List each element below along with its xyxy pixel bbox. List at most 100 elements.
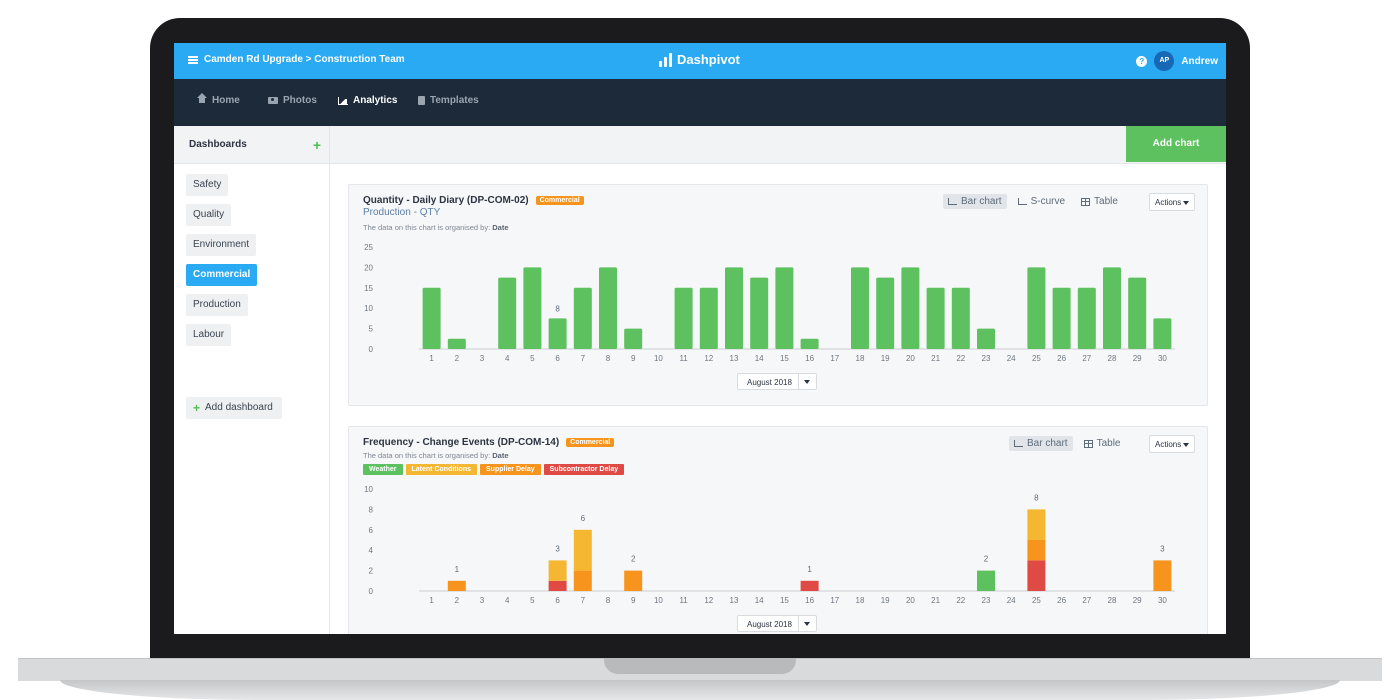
bar-segment <box>624 570 643 591</box>
table-view-button[interactable]: Table <box>1079 436 1126 451</box>
add-chart-button[interactable]: Add chart <box>1126 126 1226 162</box>
legend-weather[interactable]: Weather <box>363 464 403 475</box>
x-tick-label: 16 <box>805 354 814 363</box>
home-icon <box>197 92 207 105</box>
data-label: 3 <box>1160 544 1165 553</box>
sidebar-item-commercial[interactable]: Commercial <box>186 264 258 286</box>
chart-legend: Weather Latent Conditions Supplier Delay… <box>363 464 625 475</box>
legend-supplier-delay[interactable]: Supplier Delay <box>480 464 541 475</box>
category-badge: Commercial <box>566 438 615 447</box>
x-tick-label: 22 <box>956 354 965 363</box>
x-tick-label: 18 <box>856 354 865 363</box>
plus-icon: + <box>193 401 201 415</box>
nav-photos-label: Photos <box>283 95 317 106</box>
table-view-label: Table <box>1094 196 1118 207</box>
bar <box>800 338 819 349</box>
s-curve-view-label: S-curve <box>1030 196 1066 207</box>
avatar[interactable]: AP <box>1154 51 1175 71</box>
table-view-button[interactable]: Table <box>1076 194 1123 209</box>
x-tick-label: 29 <box>1133 596 1142 605</box>
chart-note: The data on this chart is organised by: … <box>363 223 509 232</box>
bar-chart-view-button[interactable]: Bar chart <box>1009 436 1073 451</box>
bar <box>876 277 895 349</box>
sidebar-item-quality[interactable]: Quality <box>186 204 232 226</box>
data-label: 8 <box>555 304 560 313</box>
dashpivot-logo-icon <box>659 52 672 67</box>
category-badge: Commercial <box>535 196 584 205</box>
add-dashboard-button[interactable]: + Add dashboard <box>186 397 282 419</box>
x-tick-label: 13 <box>730 354 739 363</box>
x-tick-label: 8 <box>606 354 611 363</box>
brand-name: Dashpivot <box>677 52 740 67</box>
x-tick-label: 29 <box>1133 354 1142 363</box>
month-selector-value: August 2018 <box>747 620 792 629</box>
x-tick-label: 8 <box>606 596 611 605</box>
x-tick-label: 12 <box>704 354 713 363</box>
x-tick-label: 21 <box>931 354 940 363</box>
nav-templates[interactable]: Templates <box>418 95 479 106</box>
user-menu[interactable]: ? AP Andrew <box>1136 51 1218 71</box>
bar <box>523 267 542 349</box>
x-tick-label: 22 <box>956 596 965 605</box>
dashboards-sidebar: Dashboards + Safety Quality Environment … <box>174 126 330 634</box>
month-selector[interactable]: August 2018 <box>737 615 817 632</box>
laptop-notch <box>604 658 796 674</box>
x-tick-label: 20 <box>906 354 915 363</box>
menu-icon[interactable] <box>188 55 198 64</box>
x-tick-label: 10 <box>654 596 663 605</box>
sidebar-title: Dashboards <box>189 139 247 150</box>
sidebar-item-labour[interactable]: Labour <box>186 324 232 346</box>
actions-dropdown[interactable]: Actions <box>1149 435 1195 453</box>
legend-subcontractor-delay[interactable]: Subcontractor Delay <box>543 464 625 475</box>
y-tick-label: 0 <box>369 345 374 354</box>
y-tick-label: 15 <box>364 284 373 293</box>
month-selector[interactable]: August 2018 <box>737 373 817 390</box>
table-icon <box>1083 439 1093 448</box>
bar-chart-view-button[interactable]: Bar chart <box>943 194 1007 209</box>
legend-latent-conditions[interactable]: Latent Conditions <box>405 464 477 475</box>
x-tick-label: 7 <box>581 354 586 363</box>
x-tick-label: 25 <box>1032 596 1041 605</box>
main-nav: Home Photos Analytics Templates <box>174 79 1226 126</box>
bar <box>1052 287 1071 349</box>
x-tick-label: 2 <box>455 596 460 605</box>
view-toggle: Bar chart S-curve Table <box>943 194 1123 209</box>
chevron-down-icon[interactable] <box>798 374 816 389</box>
user-name[interactable]: Andrew <box>1181 55 1218 67</box>
table-icon <box>1081 197 1091 206</box>
sidebar-item-environment[interactable]: Environment <box>186 234 257 256</box>
bar-chart-view-label: Bar chart <box>961 196 1002 207</box>
bar-segment <box>1027 509 1046 540</box>
x-tick-label: 28 <box>1108 596 1117 605</box>
bar <box>725 267 743 349</box>
chevron-down-icon[interactable] <box>798 616 816 631</box>
chart-title: Quantity - Daily Diary (DP-COM-02) Comme… <box>363 195 584 206</box>
chart-note-key: Date <box>492 223 509 232</box>
add-dashboard-plus-icon[interactable]: + <box>312 136 321 153</box>
sidebar-item-production[interactable]: Production <box>186 294 248 316</box>
actions-dropdown[interactable]: Actions <box>1149 193 1195 211</box>
bar-segment <box>548 560 567 581</box>
breadcrumb-text[interactable]: Camden Rd Upgrade > Construction Team <box>204 54 405 65</box>
bar-segment <box>548 580 567 591</box>
month-selector-value: August 2018 <box>747 378 792 387</box>
nav-photos[interactable]: Photos <box>268 95 317 106</box>
bar <box>1027 267 1046 349</box>
bar-segment <box>977 570 995 591</box>
bar-segment <box>573 570 592 591</box>
chart-note: The data on this chart is organised by: … <box>363 451 509 460</box>
help-icon[interactable]: ? <box>1136 55 1148 67</box>
bar <box>548 318 567 349</box>
data-label: 2 <box>984 555 989 564</box>
nav-analytics[interactable]: Analytics <box>338 95 397 106</box>
x-tick-label: 5 <box>530 354 535 363</box>
sidebar-item-safety[interactable]: Safety <box>186 174 229 196</box>
x-tick-label: 12 <box>704 596 713 605</box>
main-content: Add chart Quantity - Daily Diary (DP-COM… <box>330 126 1226 634</box>
s-curve-view-button[interactable]: S-curve <box>1013 194 1070 209</box>
breadcrumb[interactable]: Camden Rd Upgrade > Construction Team <box>188 54 405 65</box>
nav-home[interactable]: Home <box>197 92 240 106</box>
x-tick-label: 6 <box>555 596 560 605</box>
y-tick-label: 25 <box>364 243 373 252</box>
x-tick-label: 14 <box>755 596 764 605</box>
